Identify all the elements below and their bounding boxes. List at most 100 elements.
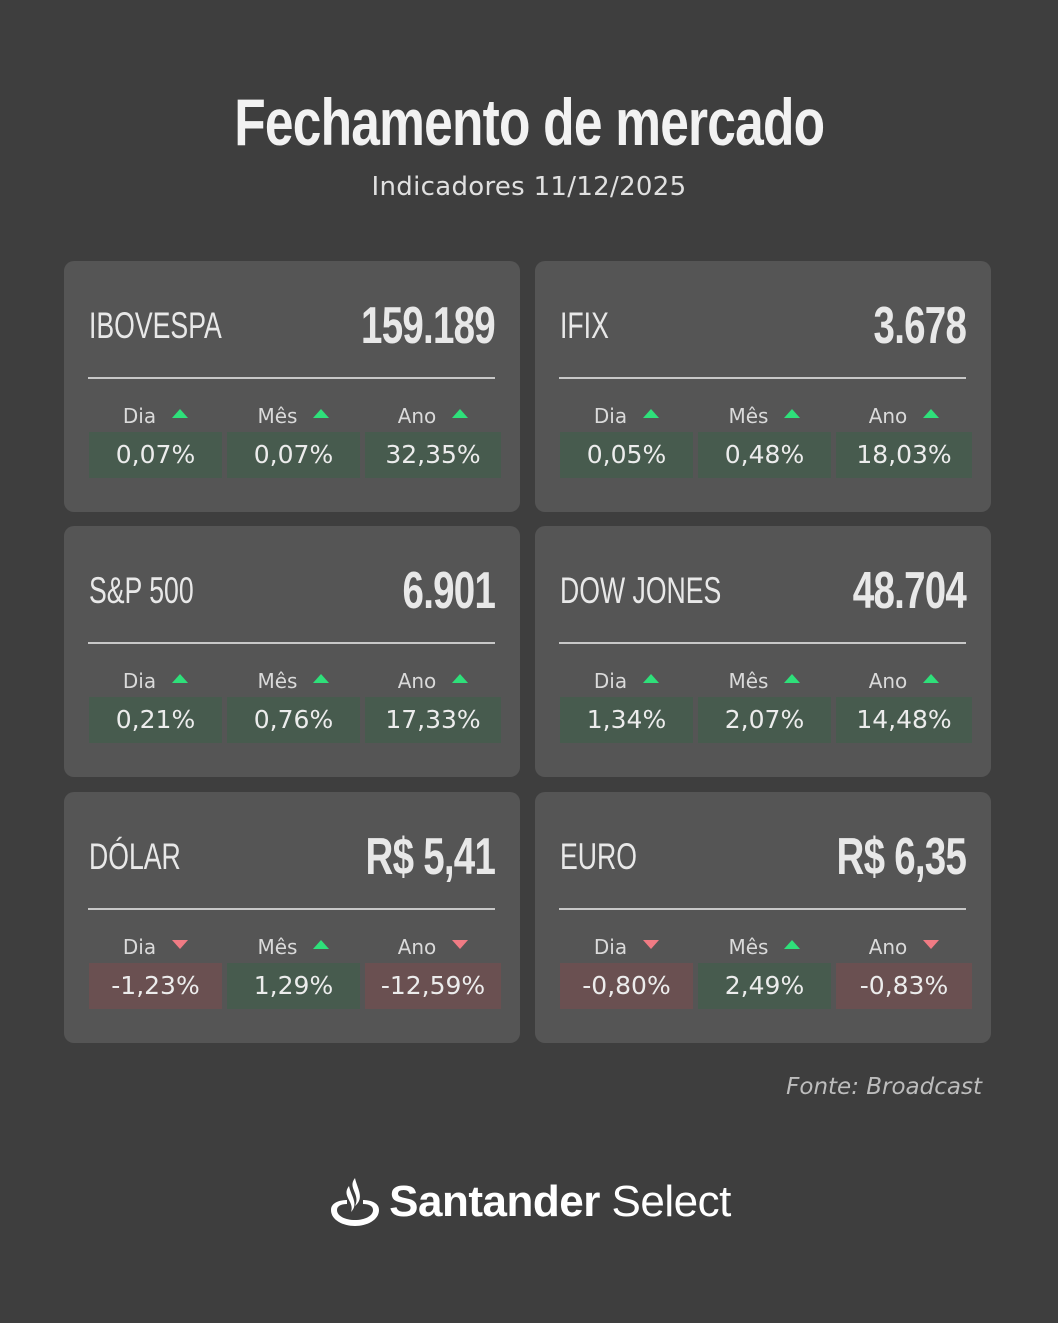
period-month: Mês 2,49%: [698, 930, 831, 1010]
period-month: Mês 0,48%: [698, 399, 831, 479]
indicator-card-sp500: S&P 500 6.901 Dia 0,21% Mês 0,76% Ano 17…: [64, 526, 520, 777]
period-label: Ano: [397, 935, 437, 959]
period-label: Mês: [728, 935, 769, 959]
indicator-value: 48.704: [852, 562, 967, 620]
period-change: 0,76%: [227, 697, 360, 743]
period-label: Ano: [868, 404, 908, 428]
source-note: Fonte: Broadcast: [786, 1074, 982, 1100]
period-month: Mês 1,29%: [227, 930, 360, 1010]
period-day: Dia 1,34%: [560, 664, 693, 744]
divider: [88, 377, 495, 379]
period-label: Ano: [868, 935, 908, 959]
period-change: 1,29%: [227, 963, 360, 1009]
header: Fechamento de mercado Indicadores 11/12/…: [0, 78, 1058, 202]
page-title: Fechamento de mercado: [233, 85, 825, 159]
period-row: Dia 0,05% Mês 0,48% Ano 18,03%: [560, 399, 972, 499]
indicator-name: DOW JONES: [560, 570, 722, 611]
up-arrow-icon: [172, 409, 189, 418]
divider: [559, 642, 966, 644]
period-change: -0,83%: [836, 963, 972, 1009]
divider: [559, 908, 966, 910]
period-label: Dia: [122, 669, 157, 693]
period-year: Ano -0,83%: [836, 930, 972, 1010]
indicator-value: 3.678: [873, 297, 966, 355]
period-year: Ano -12,59%: [365, 930, 501, 1010]
up-arrow-icon: [923, 409, 940, 418]
period-change: 0,05%: [560, 432, 693, 478]
period-day: Dia -0,80%: [560, 930, 693, 1010]
period-label: Mês: [257, 935, 298, 959]
period-row: Dia 0,21% Mês 0,76% Ano 17,33%: [89, 664, 501, 764]
period-row: Dia 1,34% Mês 2,07% Ano 14,48%: [560, 664, 972, 764]
indicator-name: DÓLAR: [89, 836, 181, 877]
period-month: Mês 0,76%: [227, 664, 360, 744]
up-arrow-icon: [313, 409, 330, 418]
period-change: 14,48%: [836, 697, 972, 743]
period-row: Dia -0,80% Mês 2,49% Ano -0,83%: [560, 930, 972, 1030]
indicator-name: S&P 500: [89, 570, 194, 611]
period-year: Ano 32,35%: [365, 399, 501, 479]
period-label: Dia: [593, 669, 628, 693]
period-label: Ano: [868, 669, 908, 693]
period-year: Ano 14,48%: [836, 664, 972, 744]
indicator-value: R$ 5,41: [365, 828, 495, 886]
period-day: Dia 0,07%: [89, 399, 222, 479]
period-day: Dia -1,23%: [89, 930, 222, 1010]
period-label: Mês: [257, 669, 298, 693]
indicator-card-dolar: DÓLAR R$ 5,41 Dia -1,23% Mês 1,29% Ano -…: [64, 792, 520, 1043]
indicator-card-ibovespa: IBOVESPA 159.189 Dia 0,07% Mês 0,07% Ano…: [64, 261, 520, 512]
period-row: Dia 0,07% Mês 0,07% Ano 32,35%: [89, 399, 501, 499]
period-change: 0,07%: [89, 432, 222, 478]
period-day: Dia 0,05%: [560, 399, 693, 479]
indicator-name: IFIX: [560, 305, 609, 346]
up-arrow-icon: [784, 409, 801, 418]
page-subtitle: Indicadores 11/12/2025: [371, 172, 687, 202]
indicator-card-dow-jones: DOW JONES 48.704 Dia 1,34% Mês 2,07% Ano…: [535, 526, 991, 777]
divider: [88, 908, 495, 910]
period-label: Mês: [257, 404, 298, 428]
period-month: Mês 0,07%: [227, 399, 360, 479]
up-arrow-icon: [313, 940, 330, 949]
period-year: Ano 17,33%: [365, 664, 501, 744]
divider: [88, 642, 495, 644]
period-change: -12,59%: [365, 963, 501, 1009]
up-arrow-icon: [643, 674, 660, 683]
period-year: Ano 18,03%: [836, 399, 972, 479]
period-label: Mês: [728, 669, 769, 693]
period-change: -1,23%: [89, 963, 222, 1009]
period-row: Dia -1,23% Mês 1,29% Ano -12,59%: [89, 930, 501, 1030]
up-arrow-icon: [172, 674, 189, 683]
period-change: 0,48%: [698, 432, 831, 478]
period-change: 0,21%: [89, 697, 222, 743]
period-change: 2,07%: [698, 697, 831, 743]
brand-footer: Santander Select: [0, 1176, 1058, 1232]
indicator-card-euro: EURO R$ 6,35 Dia -0,80% Mês 2,49% Ano -0…: [535, 792, 991, 1043]
santander-flame-icon: [331, 1178, 380, 1226]
down-arrow-icon: [172, 940, 189, 949]
down-arrow-icon: [643, 940, 660, 949]
up-arrow-icon: [452, 674, 469, 683]
up-arrow-icon: [923, 674, 940, 683]
period-change: 18,03%: [836, 432, 972, 478]
up-arrow-icon: [784, 674, 801, 683]
down-arrow-icon: [923, 940, 940, 949]
period-label: Dia: [122, 404, 157, 428]
divider: [559, 377, 966, 379]
indicator-card-ifix: IFIX 3.678 Dia 0,05% Mês 0,48% Ano 18,03…: [535, 261, 991, 512]
up-arrow-icon: [643, 409, 660, 418]
period-change: 0,07%: [227, 432, 360, 478]
indicator-name: IBOVESPA: [89, 305, 222, 346]
period-label: Dia: [593, 935, 628, 959]
period-change: -0,80%: [560, 963, 693, 1009]
period-month: Mês 2,07%: [698, 664, 831, 744]
indicator-value: 159.189: [361, 297, 496, 355]
period-label: Ano: [397, 669, 437, 693]
period-day: Dia 0,21%: [89, 664, 222, 744]
period-label: Ano: [397, 404, 437, 428]
period-change: 2,49%: [698, 963, 831, 1009]
period-change: 1,34%: [560, 697, 693, 743]
indicator-value: 6.901: [402, 562, 495, 620]
up-arrow-icon: [452, 409, 469, 418]
period-label: Mês: [728, 404, 769, 428]
period-change: 17,33%: [365, 697, 501, 743]
